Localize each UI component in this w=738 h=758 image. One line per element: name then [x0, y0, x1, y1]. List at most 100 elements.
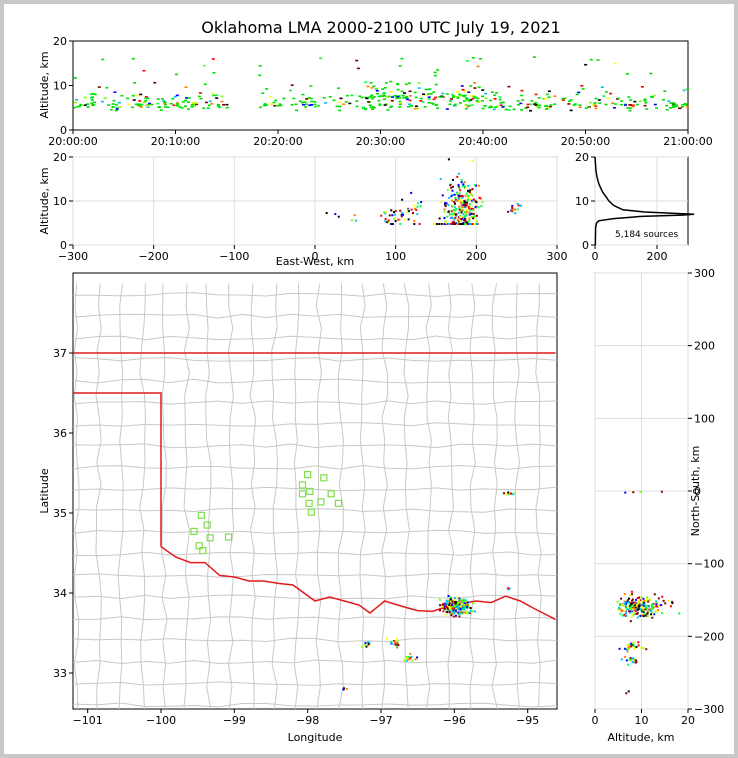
time-height-point [682, 89, 686, 92]
ns-height-point [650, 610, 653, 613]
time-height-point [225, 103, 229, 106]
ns-height-y-tick-label: −100 [694, 558, 724, 571]
county-line [73, 335, 557, 341]
ew-height-point [325, 212, 328, 215]
county-line [469, 283, 476, 709]
ew-height-point [455, 208, 458, 211]
ns-height-point [635, 603, 638, 606]
ew-height-point [337, 215, 340, 218]
ew-height-x-tick-label: −300 [58, 250, 88, 263]
ew-height-point [453, 223, 456, 225]
ew-height-point [438, 217, 441, 220]
ns-height-point [641, 600, 644, 603]
plan-view-source [447, 603, 450, 606]
ew-height-point [444, 205, 447, 208]
time-height-point [433, 74, 437, 77]
time-height-point [146, 97, 150, 100]
time-height-point [507, 109, 511, 111]
ns-height-point [661, 612, 664, 615]
time-height-point [192, 102, 196, 105]
time-height-point [613, 62, 617, 65]
time-height-point [180, 107, 184, 109]
ew-height-point [399, 223, 402, 225]
time-height-point [383, 104, 387, 106]
ew-height-point [461, 200, 464, 203]
ew-height-point [461, 216, 464, 219]
county-line [205, 283, 212, 709]
ew-height-point [462, 203, 465, 206]
time-height-point [529, 109, 533, 112]
plan-view-source [457, 611, 460, 614]
time-height-point [379, 95, 383, 97]
plan-view-source [451, 610, 454, 613]
ns-height-point [652, 602, 655, 605]
ew-height-point [463, 219, 466, 222]
time-height-point [370, 87, 374, 89]
ew-height-point [384, 218, 387, 221]
plan-view-source [443, 605, 446, 608]
time-height-point [218, 106, 222, 109]
ns-height-point [631, 603, 634, 606]
time-height-x-tick-label: 20:20:00 [253, 135, 302, 148]
ns-height-point [646, 604, 649, 607]
plan-view-source [461, 607, 464, 610]
time-height-point [183, 105, 187, 108]
time-height-point [136, 104, 140, 106]
ew-height-x-tick-label: −200 [139, 250, 169, 263]
time-height-point [441, 96, 445, 99]
time-height-x-tick-label: 21:00:00 [663, 135, 712, 148]
plan-view-source [452, 615, 455, 618]
plan-view-source [459, 598, 462, 601]
county-line [73, 594, 557, 600]
ew-height-point [440, 201, 443, 204]
ns-height-point [624, 647, 627, 650]
ew-height-point [513, 208, 516, 211]
plan-view-ylabel: Latitude [38, 468, 51, 514]
time-height-point [389, 80, 393, 83]
time-height-point [481, 107, 485, 110]
ew-height-point [471, 194, 474, 197]
ns-height-point [646, 598, 649, 601]
plan-view-source [467, 604, 470, 607]
time-height-point [310, 100, 314, 103]
ew-height-point [451, 213, 454, 216]
time-height-point [115, 108, 119, 110]
time-height-point [580, 85, 584, 87]
time-height-point [381, 95, 385, 97]
time-height-point [114, 109, 118, 112]
time-height-point [434, 83, 438, 86]
ew-height-point [470, 193, 473, 196]
time-height-point [366, 85, 370, 88]
ew-height-point [438, 223, 441, 225]
ns-height-point [641, 614, 644, 617]
ew-height-point [450, 195, 453, 198]
time-height-point [184, 99, 188, 102]
plan-view-source [454, 604, 457, 607]
time-height-point [263, 103, 267, 105]
time-height-point [467, 100, 471, 102]
time-height-point [471, 57, 475, 59]
time-height-x-tick-label: 20:50:00 [561, 135, 610, 148]
plan-view-source [467, 611, 470, 614]
ns-height-point [640, 646, 643, 649]
time-height-point [594, 105, 598, 107]
plan-view-source [446, 602, 449, 605]
lma-station-marker [306, 487, 314, 495]
ew-height-point [516, 202, 519, 205]
plan-view-source [391, 643, 394, 646]
ns-height-point [642, 602, 645, 605]
ns-height-point [646, 611, 649, 614]
time-height-point [428, 88, 432, 90]
plan-view-source [451, 601, 454, 604]
time-height-point [273, 104, 277, 107]
time-height-point [204, 101, 208, 104]
lma-station-marker [197, 511, 205, 519]
ns-height-point [624, 601, 627, 604]
ew-height-point [432, 223, 435, 225]
ns-height-point [624, 491, 627, 494]
ew-height-point [453, 201, 456, 204]
time-height-point [335, 105, 339, 108]
county-line [73, 551, 557, 557]
time-height-point [465, 98, 469, 100]
time-height-point [417, 87, 421, 89]
